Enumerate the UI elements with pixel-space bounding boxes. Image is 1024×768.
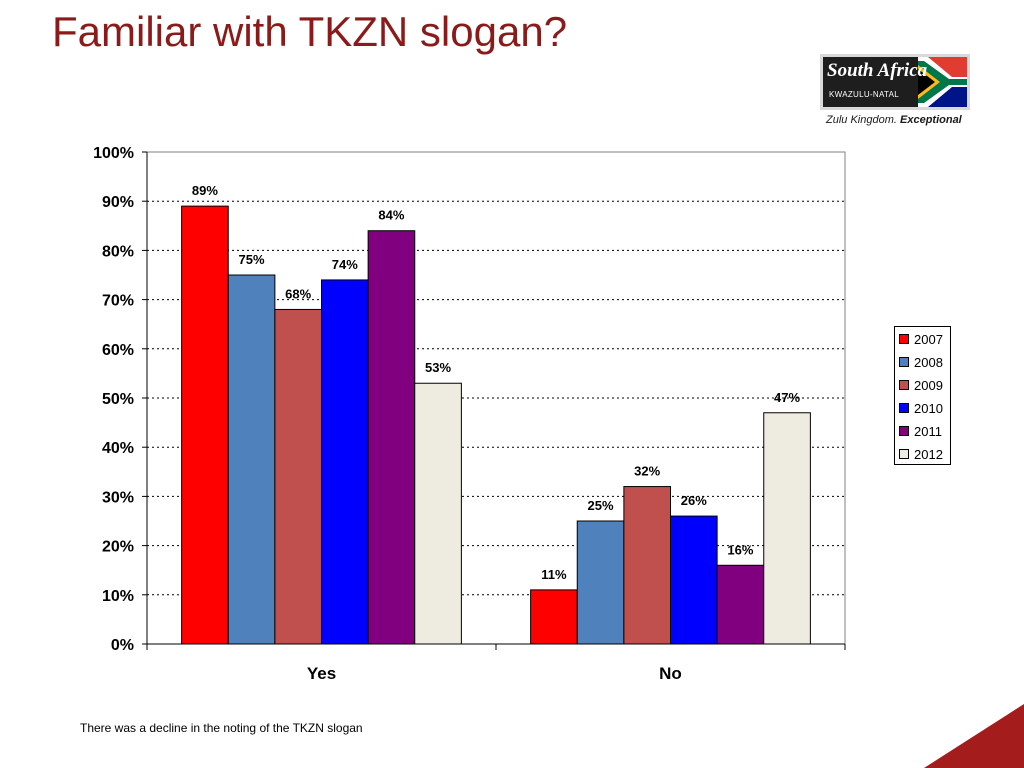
logo-tagline-emphasis: Exceptional [900,114,962,126]
y-tick-label: 40% [102,440,134,457]
data-label: 47% [774,390,800,405]
legend-item-2010: 2010 [899,399,943,417]
legend-label: 2010 [914,400,943,416]
legend-label: 2007 [914,331,943,347]
bar-2011-yes [367,230,416,645]
legend-label: 2008 [914,354,943,370]
x-tick-label: No [659,664,682,683]
data-labels: 89% 75% 68% 74% 84% 53% 11% 25% 32% 26% 16% 47% [192,183,801,582]
data-label: 75% [239,252,265,267]
data-label: 26% [681,493,707,508]
legend-item-2011: 2011 [899,422,942,440]
data-label: 68% [285,286,311,301]
legend-swatch [899,449,909,459]
bars [181,205,811,645]
logo-region: KWAZULU-NATAL [829,90,899,99]
legend-label: 2012 [914,446,943,462]
slide-title: Familiar with TKZN slogan? [52,8,568,55]
bar-2009-yes [274,308,322,645]
legend-swatch [899,426,909,436]
y-tick-label: 0% [111,637,134,654]
legend-swatch [899,403,909,413]
data-label: 16% [727,542,753,557]
bar-2008-no [576,520,625,645]
y-tick-label: 70% [102,293,134,310]
data-label: 32% [634,464,660,479]
chart-legend: 2007 2008 2009 2010 2011 2012 [894,326,951,465]
bar-2010-yes [321,279,369,645]
legend-label: 2009 [914,377,943,393]
bar-2012-no [763,412,811,645]
legend-swatch [899,334,909,344]
legend-item-2009: 2009 [899,376,943,394]
data-label: 53% [425,360,451,375]
flag-icon [918,57,967,107]
y-tick-label: 80% [102,243,134,260]
bar-2011-no [716,564,765,645]
legend-item-2007: 2007 [899,330,943,348]
bar-2012-yes [414,382,462,645]
axes: 0% 10% 20% 30% 40% 50% 60% 70% 80% 90% 100% Yes No [93,145,846,683]
bar-2010-no [670,515,718,645]
logo-tagline-prefix: Zulu Kingdom. [826,114,897,126]
south-africa-logo: South Africa KWAZULU-NATAL Zulu Kingdom.… [820,54,970,130]
logo-tagline: Zulu Kingdom. Exceptional [826,114,962,126]
corner-accent-shape [924,704,1024,768]
y-tick-label: 100% [93,145,134,162]
legend-label: 2011 [914,423,942,439]
y-tick-label: 30% [102,489,134,506]
bar-2009-no [623,486,671,645]
corner-accent [924,704,1024,768]
y-tick-label: 20% [102,539,134,556]
legend-swatch [899,357,909,367]
logo-badge: South Africa KWAZULU-NATAL [820,54,970,110]
data-label: 74% [332,257,358,272]
y-tick-label: 50% [102,391,134,408]
legend-swatch [899,380,909,390]
logo-wordmark: South Africa [827,60,928,81]
data-label: 84% [378,208,404,223]
y-tick-label: 10% [102,588,134,605]
bar-2007-yes [181,205,229,645]
x-tick-label: Yes [307,664,336,683]
legend-item-2012: 2012 [899,445,943,463]
data-label: 89% [192,183,218,198]
bar-2008-yes [227,274,276,645]
bar-2007-no [530,589,578,645]
y-tick-label: 60% [102,342,134,359]
y-tick-label: 90% [102,194,134,211]
legend-item-2008: 2008 [899,353,943,371]
data-label: 25% [588,498,614,513]
slide-caption: There was a decline in the noting of the… [80,721,363,735]
data-label: 11% [541,567,567,582]
